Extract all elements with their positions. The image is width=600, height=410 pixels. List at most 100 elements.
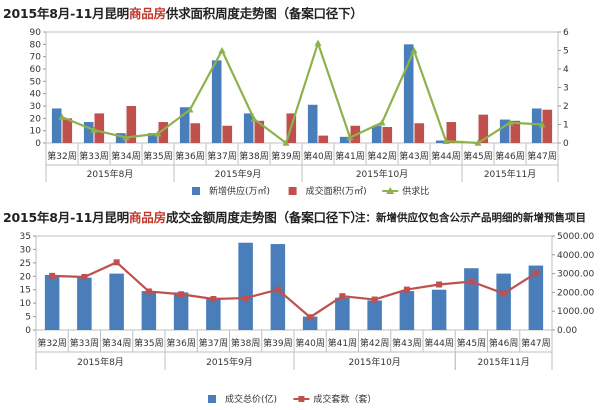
- chart2-right-tick-label: 3000.00: [557, 270, 594, 280]
- chart2-bar: [302, 316, 318, 330]
- chart1-left-tick-label: 60: [30, 65, 42, 75]
- chart1-category-label: 第38周: [239, 150, 268, 162]
- chart2-category-label: 第39周: [263, 337, 292, 349]
- chart2-category-label: 第32周: [37, 337, 66, 349]
- chart1-line-point: [442, 137, 450, 144]
- chart1-bar: [371, 125, 382, 143]
- chart1-bar: [51, 108, 62, 143]
- chart1-category-label: 第33周: [79, 150, 108, 162]
- chart2-bar: [496, 273, 511, 330]
- chart2-bar: [367, 300, 382, 330]
- chart2-line-point: [242, 295, 249, 302]
- chart1-category-label: 第32周: [47, 150, 76, 162]
- chart2-left-tick-label: 0: [25, 326, 31, 336]
- chart2-category-label: 第41周: [328, 337, 357, 349]
- chart1-left-tick-label: 70: [30, 53, 42, 63]
- chart2-line-point: [49, 272, 56, 279]
- chart1-legend-marker: [386, 187, 395, 194]
- chart2-line-point: [371, 296, 378, 303]
- chart1-category-label: 第42周: [367, 150, 396, 162]
- chart1-bar: [435, 140, 446, 143]
- chart2-left-tick-label: 10: [20, 299, 32, 309]
- chart2-note: 注：新增供应仅包含公示产品明细的新增预售项目: [355, 212, 586, 224]
- chart2-line-point: [145, 288, 152, 295]
- chart2-left-tick-label: 35: [20, 232, 31, 242]
- chart1-line-point: [282, 139, 290, 146]
- chart2-legend-swatch: [208, 395, 216, 403]
- chart2-category-label: 第38周: [231, 337, 260, 349]
- chart2-category-label: 第42周: [360, 337, 389, 349]
- chart1-title: 2015年8月-11月昆明商品房供求面积周度走势图（备案口径下）: [3, 6, 363, 21]
- chart2-line-point: [210, 295, 217, 302]
- chart2-bar: [77, 277, 92, 330]
- chart2-bar: [528, 265, 544, 330]
- chart2-line-point: [81, 273, 88, 280]
- chart2-category-label: 第33周: [70, 337, 99, 349]
- chart1-bar: [243, 113, 254, 143]
- chart1-line-point: [538, 121, 546, 128]
- chart1-month-label: 2015年11月: [484, 168, 536, 180]
- chart1-legend-swatch: [192, 187, 200, 195]
- chart1-left-tick-label: 30: [30, 102, 42, 112]
- chart1-bar: [147, 133, 158, 143]
- chart1-right-tick-label: 5: [563, 47, 569, 57]
- chart2-category-label: 第46周: [489, 337, 518, 349]
- chart1-legend-swatch: [288, 187, 297, 195]
- chart2-bar: [464, 268, 479, 330]
- chart1-bar: [307, 104, 318, 143]
- chart2-bar: [141, 291, 157, 330]
- chart1-category-label: 第37周: [207, 150, 236, 162]
- chart1-category-label: 第45周: [463, 150, 492, 162]
- chart1-month-label: 2015年10月: [356, 168, 408, 180]
- chart2-right-tick-label: 2000.00: [557, 288, 594, 298]
- transaction-amount-chart: 0 5 10 15 20 25 30 35 0.00 1000.00 2000.00 3000.00 4…: [20, 232, 595, 405]
- chart1-line-point: [154, 130, 162, 137]
- chart1-legend-label: 供求比: [402, 185, 429, 197]
- chart1-bar: [403, 44, 414, 143]
- chart1-category-label: 第41周: [335, 150, 364, 162]
- chart2-line-point: [500, 290, 507, 297]
- chart2-line-point: [307, 314, 314, 321]
- chart2-bar: [431, 289, 447, 330]
- chart1-bar: [446, 122, 457, 143]
- chart1-legend-label: 成交面积(万㎡): [306, 185, 367, 197]
- chart1-left-tick-label: 50: [30, 77, 42, 87]
- chart1-line-point: [90, 126, 98, 133]
- chart1-right-tick-label: 0: [563, 139, 569, 149]
- chart1-bar: [115, 133, 126, 143]
- chart2-line-point: [532, 270, 539, 277]
- chart1-line-point: [410, 47, 418, 54]
- chart1-legend-label: 新增供应(万㎡): [209, 185, 270, 197]
- chart2-category-label: 第35周: [134, 337, 163, 349]
- chart1-bar: [83, 122, 94, 143]
- chart2-legend-label: 成交套数（套）: [313, 393, 376, 405]
- chart2-line-point: [436, 281, 443, 288]
- chart1-month-label: 2015年8月: [87, 168, 134, 180]
- chart1-line-point: [250, 115, 258, 122]
- chart1-bar: [318, 135, 329, 143]
- chart2-category-label: 第43周: [392, 337, 421, 349]
- chart1-left-tick-label: 0: [35, 139, 41, 149]
- chart1-category-label: 第47周: [527, 150, 556, 162]
- chart1-line-point: [218, 47, 226, 54]
- chart2-line-point: [339, 293, 346, 300]
- chart1-left-tick-label: 80: [30, 40, 42, 50]
- chart1-line-point: [186, 106, 194, 113]
- chart2-month-label: 2015年9月: [206, 356, 253, 368]
- chart2-bar: [206, 297, 221, 330]
- chart1-category-label: 第36周: [175, 150, 204, 162]
- chart1-category-label: 第35周: [143, 150, 172, 162]
- chart2-category-label: 第37周: [199, 337, 228, 349]
- chart2-bar: [173, 292, 189, 330]
- chart1-line-point: [378, 119, 386, 126]
- chart2-bar: [109, 273, 124, 330]
- chart2-legend-label: 成交总价(亿): [225, 393, 277, 405]
- chart2-category-label: 第44周: [424, 337, 453, 349]
- chart1-bar: [94, 113, 105, 143]
- chart1-left-tick-label: 40: [30, 90, 42, 100]
- chart1-right-tick-label: 3: [563, 84, 569, 94]
- chart2-right-tick-label: 1000.00: [557, 307, 594, 317]
- chart2-bar: [335, 297, 350, 330]
- chart2-category-label: 第34周: [102, 337, 131, 349]
